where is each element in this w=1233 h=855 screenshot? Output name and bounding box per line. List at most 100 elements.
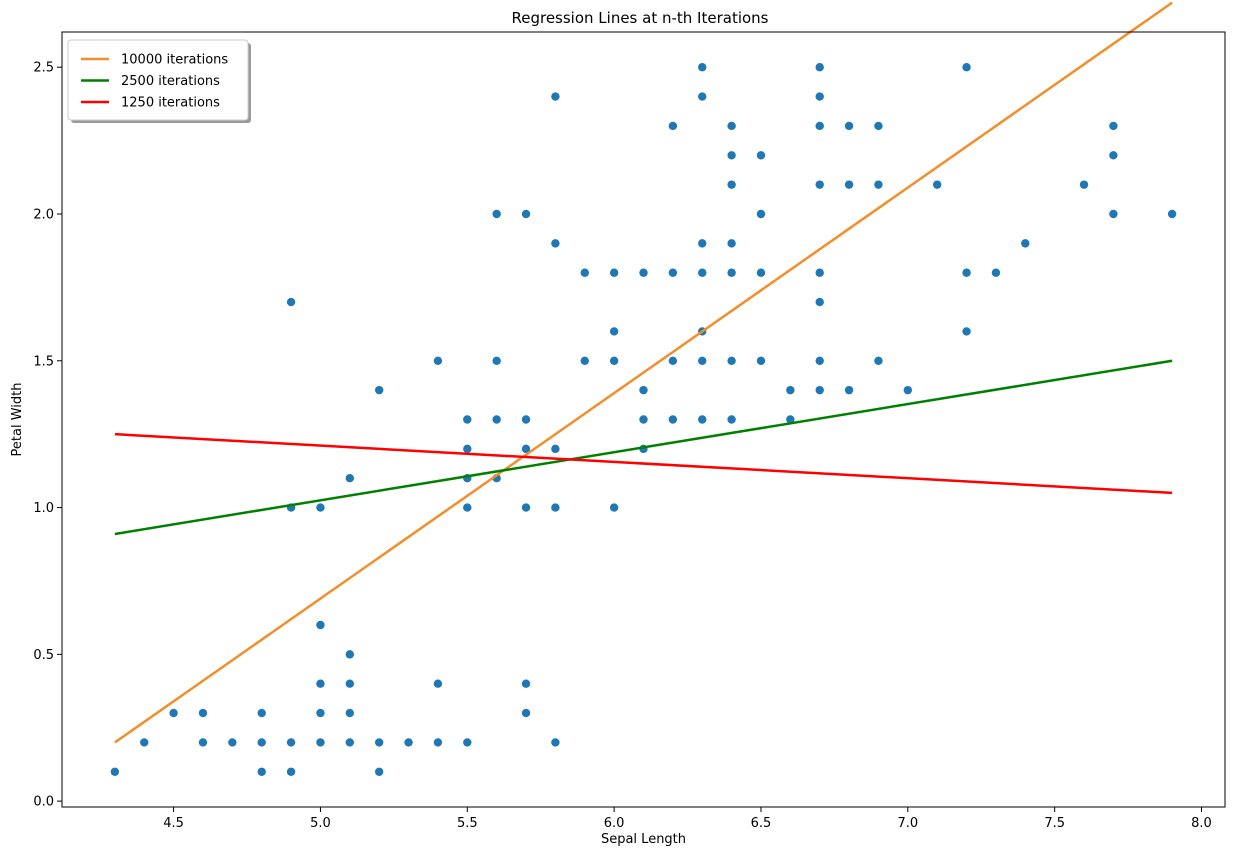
x-tick-label: 4.5 <box>163 816 184 831</box>
y-tick-label: 0.0 <box>33 795 54 810</box>
scatter-point <box>786 415 795 424</box>
regression-line-3 <box>114 432 1173 495</box>
scatter-point <box>374 385 384 395</box>
scatter-point <box>492 209 501 219</box>
scatter-point <box>727 239 736 248</box>
x-tick-label: 6.0 <box>604 816 625 831</box>
scatter-point <box>668 356 678 365</box>
y-tick-label: 2.0 <box>33 208 54 223</box>
scatter-point <box>903 385 913 395</box>
scatter-point <box>756 151 766 160</box>
scatter-point <box>257 708 266 718</box>
scatter-point <box>815 297 824 307</box>
scatter-point <box>874 356 883 365</box>
scatter-point <box>727 415 736 424</box>
scatter-point <box>639 268 648 277</box>
scatter-point <box>962 268 971 277</box>
scatter-point <box>874 121 883 131</box>
scatter-point <box>698 63 707 72</box>
scatter-point <box>433 356 443 365</box>
scatter-point <box>1109 151 1118 160</box>
scatter-point <box>198 738 208 747</box>
scatter-point <box>668 268 678 277</box>
scatter-point <box>228 738 237 747</box>
scatter-point <box>844 180 854 189</box>
y-tick-label: 0.5 <box>33 648 54 663</box>
scatter-point <box>609 503 619 512</box>
scatter-point <box>551 239 560 248</box>
scatter-point <box>316 620 325 630</box>
x-tick-label: 8.0 <box>1191 816 1212 831</box>
scatter-point <box>345 474 355 483</box>
scatter-point <box>815 92 824 101</box>
scatter-point <box>345 708 355 718</box>
scatter-point <box>492 356 501 365</box>
scatter-point <box>991 268 1001 277</box>
scatter-point <box>286 297 296 307</box>
x-tick-label: 5.5 <box>457 816 478 831</box>
scatter-point <box>433 679 443 688</box>
regression-line-1 <box>114 1 1173 744</box>
scatter-point <box>815 385 824 395</box>
legend-entry-label: 10000 iterations <box>121 53 228 68</box>
scatter-point <box>698 268 707 277</box>
scatter-point <box>698 239 707 248</box>
scatter-point <box>698 356 707 365</box>
scatter-point <box>286 767 296 776</box>
scatter-point <box>257 738 266 747</box>
y-axis-label: Petal Width <box>10 383 25 457</box>
scatter-point <box>844 121 854 131</box>
scatter-point <box>815 268 824 277</box>
scatter-point <box>1167 209 1177 219</box>
scatter-point <box>316 503 325 512</box>
scatter-point <box>1079 180 1089 189</box>
chart-title: Regression Lines at n-th Iterations <box>511 9 768 27</box>
scatter-point <box>169 708 178 718</box>
axes: 4.5 5.0 5.5 6.0 6.5 7.0 7.5 8.0 0.0 0.5 1.0 1.5 2.0 2… <box>33 61 1212 831</box>
scatter-point <box>345 650 355 659</box>
plot-frame <box>61 31 1226 808</box>
y-tick-label: 1.5 <box>33 354 54 369</box>
x-tick-label: 5.0 <box>310 816 331 831</box>
legend-entry-label: 2500 iterations <box>121 74 220 89</box>
scatter-point <box>345 738 355 747</box>
scatter-point <box>316 708 325 718</box>
scatter-point <box>727 121 736 131</box>
scatter-point <box>110 767 120 776</box>
scatter-point <box>727 356 736 365</box>
scatter-point <box>463 444 472 454</box>
scatter-point <box>492 415 501 424</box>
scatter-point <box>786 385 795 395</box>
scatter-point <box>815 180 824 189</box>
scatter-point <box>609 356 619 365</box>
scatter-point <box>374 738 384 747</box>
scatter-point <box>609 327 619 336</box>
scatter-point <box>374 767 384 776</box>
x-tick-label: 7.0 <box>897 816 918 831</box>
scatter-point <box>463 738 472 747</box>
scatter-point <box>932 180 942 189</box>
scatter-point <box>639 385 648 395</box>
legend: 10000 iterations 2500 iterations 1250 iter… <box>67 39 251 123</box>
x-tick-label: 6.5 <box>751 816 772 831</box>
y-tick-label: 2.5 <box>33 61 54 76</box>
scatter-point <box>140 738 149 747</box>
scatter-point <box>727 151 736 160</box>
scatter-point <box>551 738 560 747</box>
scatter-point <box>815 356 824 365</box>
scatter-point <box>580 356 589 365</box>
scatter-point <box>521 679 531 688</box>
plot-area <box>110 1 1177 776</box>
scatter-point <box>316 679 325 688</box>
scatter-point <box>756 268 766 277</box>
scatter-point <box>668 415 678 424</box>
scatter-point <box>727 180 736 189</box>
scatter-point <box>639 415 648 424</box>
scatter-point <box>609 268 619 277</box>
scatter-point <box>1109 121 1118 131</box>
scatter-point <box>727 268 736 277</box>
scatter-point <box>668 121 678 131</box>
scatter-point <box>698 92 707 101</box>
scatter-point <box>698 415 707 424</box>
